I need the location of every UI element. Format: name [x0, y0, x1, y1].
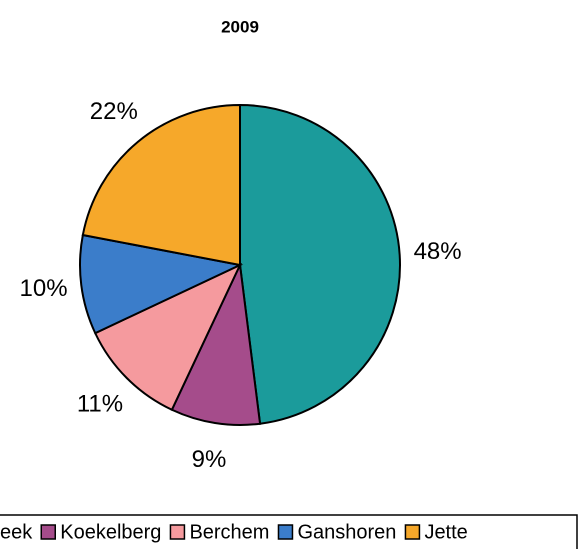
pie-slice — [81, 103, 241, 267]
data-label: 11% — [77, 390, 123, 417]
data-label: 9% — [192, 446, 227, 473]
data-label: 48% — [414, 238, 462, 265]
chart-title: 2009 — [221, 17, 259, 36]
legend-swatch — [277, 524, 294, 540]
legend-label: eek — [0, 521, 33, 543]
data-label: 10% — [20, 275, 68, 302]
legend-swatch — [169, 524, 186, 540]
legend-box — [0, 514, 578, 549]
pie-slice — [170, 261, 262, 426]
pie-slice — [93, 262, 243, 412]
legend-swatch — [404, 524, 421, 540]
legend-label: Ganshoren — [297, 521, 396, 543]
legend-swatch — [40, 524, 56, 540]
data-label: 22% — [90, 98, 138, 125]
legend-label: Jette — [424, 521, 467, 543]
legend-label: Berchem — [189, 521, 269, 543]
pie-slice — [79, 233, 244, 335]
legend-label: Koekelberg — [60, 521, 161, 543]
pie-slice — [239, 103, 401, 425]
